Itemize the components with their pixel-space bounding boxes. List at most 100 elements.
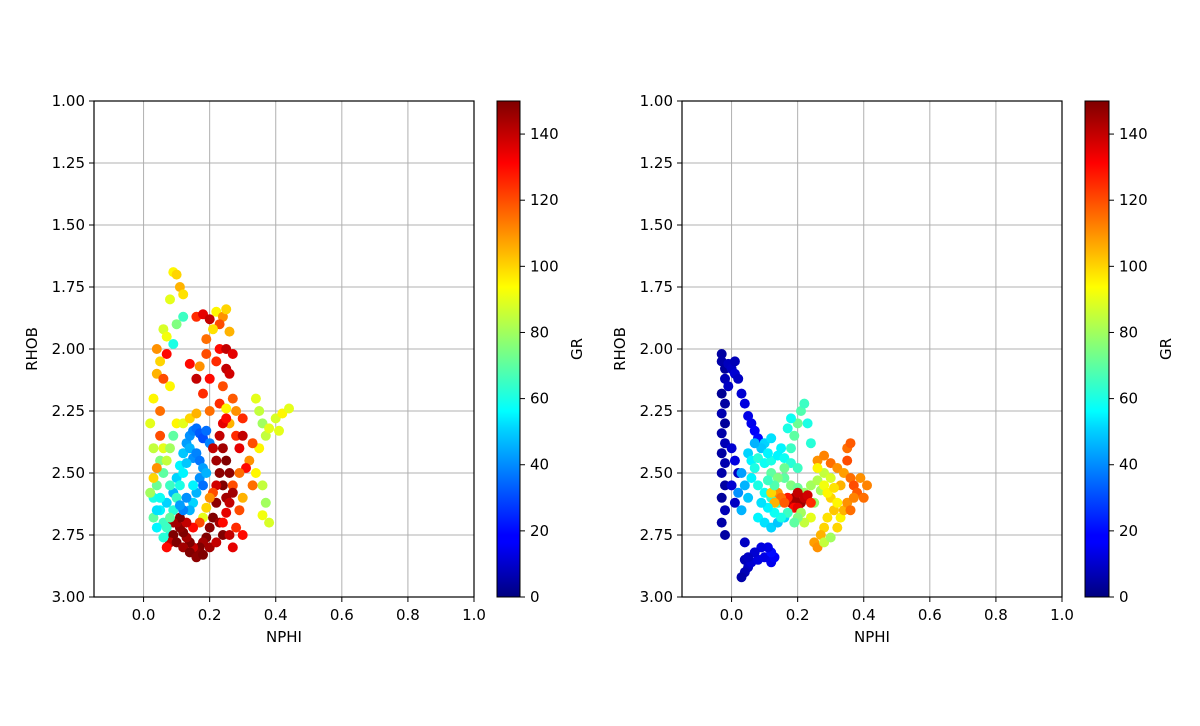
data-point	[204, 406, 215, 416]
x-tick-label: 0.6	[330, 606, 354, 624]
data-point	[184, 358, 195, 369]
data-point	[231, 406, 242, 416]
data-point	[224, 497, 235, 508]
data-point	[181, 458, 192, 469]
data-point	[822, 512, 833, 523]
data-point	[762, 475, 773, 486]
x-tick-label: 1.0	[462, 606, 486, 624]
data-point	[716, 388, 727, 399]
data-point	[845, 438, 856, 449]
data-point	[716, 468, 727, 478]
data-point	[188, 480, 199, 491]
data-point	[247, 480, 258, 491]
data-point	[214, 430, 225, 441]
data-point	[237, 413, 248, 424]
data-point	[224, 326, 235, 337]
y-tick-label: 1.00	[52, 92, 85, 110]
colorbar-tick-label: 60	[1119, 390, 1138, 408]
x-tick-label: 0.8	[396, 606, 420, 624]
y-tick-label: 2.50	[640, 464, 673, 482]
data-point	[234, 505, 245, 516]
data-point	[805, 497, 816, 508]
data-point	[148, 473, 159, 483]
data-point	[208, 443, 218, 454]
data-point	[862, 480, 872, 491]
data-point	[250, 468, 261, 478]
x-tick-label: 0.6	[918, 606, 942, 624]
data-point	[227, 393, 238, 404]
data-point	[812, 463, 823, 473]
data-point	[736, 468, 747, 478]
data-point	[204, 492, 215, 503]
data-point	[148, 443, 159, 454]
data-point	[739, 398, 750, 409]
data-point	[720, 398, 730, 409]
y-tick-label: 2.25	[640, 402, 673, 420]
data-point	[805, 438, 816, 449]
data-point	[237, 430, 248, 441]
data-point	[802, 490, 813, 501]
x-tick-label: 0.2	[198, 606, 222, 624]
data-point	[227, 480, 238, 491]
data-point	[165, 294, 175, 305]
colorbar-tick-label: 40	[1119, 456, 1138, 474]
data-point	[198, 549, 208, 560]
data-point	[168, 339, 179, 349]
data-point	[227, 487, 238, 498]
data-point	[766, 433, 777, 444]
data-point	[848, 492, 859, 503]
data-point	[749, 425, 760, 436]
data-point	[756, 497, 767, 508]
data-point	[201, 468, 212, 478]
data-point	[779, 463, 790, 473]
data-point	[178, 468, 189, 478]
data-point	[171, 269, 182, 280]
data-point	[201, 349, 212, 359]
y-axis-label: RHOB	[23, 327, 41, 371]
data-point	[855, 473, 866, 483]
colorbar-tick-label: 0	[1119, 588, 1129, 606]
data-point	[789, 517, 800, 528]
data-point	[217, 443, 228, 454]
data-point	[716, 492, 727, 503]
data-point	[829, 482, 839, 493]
y-tick-label: 1.75	[52, 278, 85, 296]
data-point	[191, 408, 202, 419]
data-point	[729, 455, 740, 466]
colorbar-tick-label: 140	[530, 125, 559, 143]
colorbar-tick-label: 100	[1119, 257, 1148, 275]
data-point	[155, 406, 166, 416]
y-tick-label: 1.50	[52, 216, 85, 234]
x-tick-label: 0.4	[264, 606, 288, 624]
data-point	[832, 497, 843, 508]
data-point	[776, 443, 787, 454]
data-point	[260, 497, 271, 508]
data-point	[217, 517, 228, 528]
y-axis-label: RHOB	[611, 327, 629, 371]
colorbar-tick-label: 120	[530, 191, 559, 209]
y-tick-label: 2.75	[52, 526, 85, 544]
data-point	[224, 368, 235, 379]
data-point	[842, 455, 853, 466]
y-tick-label: 3.00	[640, 588, 673, 606]
data-points	[145, 267, 294, 563]
data-point	[739, 537, 750, 548]
data-point	[733, 487, 744, 498]
data-point	[204, 522, 215, 533]
data-point	[201, 425, 212, 436]
data-point	[158, 373, 169, 384]
y-tick-label: 2.75	[640, 526, 673, 544]
data-point	[198, 388, 208, 399]
y-tick-label: 1.75	[640, 278, 673, 296]
scatter-panel-1: 0.0 0.2 0.4 0.6 0.8 1.0 1.00 1.25 1.50 1.75 2.00 2.…	[23, 92, 586, 646]
data-point	[161, 522, 172, 533]
colorbar-tick-label: 100	[530, 257, 559, 275]
data-point	[204, 314, 215, 325]
data-point	[257, 480, 268, 491]
data-point	[151, 463, 162, 473]
data-point	[845, 505, 856, 516]
data-point	[227, 542, 238, 553]
data-point	[825, 532, 836, 543]
data-point	[151, 522, 162, 533]
data-point	[174, 480, 185, 491]
